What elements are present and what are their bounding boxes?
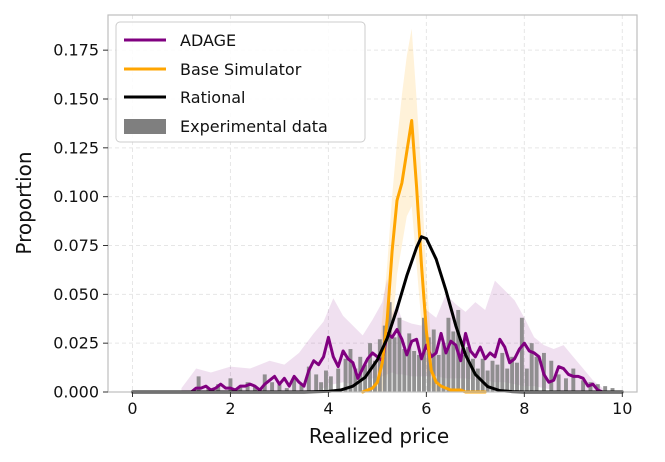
y-tick-label-3: 0.075 xyxy=(53,236,99,255)
adage-line xyxy=(179,327,605,394)
experimental-bar-37 xyxy=(431,329,436,392)
experimental-bar-15 xyxy=(319,382,324,392)
legend-label-base-simulator: Base Simulator xyxy=(180,60,302,79)
experimental-bar-45 xyxy=(470,358,475,392)
experimental-bar-6 xyxy=(252,386,257,392)
experimental-bar-61 xyxy=(556,374,561,392)
y-tick-label-6: 0.150 xyxy=(53,89,99,108)
experimental-bar-14 xyxy=(314,374,319,392)
experimental-bar-54 xyxy=(515,362,519,392)
experimental-bar-36 xyxy=(426,337,431,392)
experimental-bar-16 xyxy=(324,370,328,392)
experimental-bar-67 xyxy=(603,386,608,392)
experimental-bar-34 xyxy=(417,354,421,392)
experimental-bar-43 xyxy=(461,354,466,392)
experimental-bar-38 xyxy=(436,354,441,392)
experimental-bar-60 xyxy=(549,360,554,392)
plot-frame xyxy=(107,14,638,393)
experimental-bar-58 xyxy=(534,356,539,392)
experimental-bar-30 xyxy=(397,317,402,392)
y-axis-title: Proportion xyxy=(12,151,36,254)
experimental-bar-39 xyxy=(441,343,446,392)
experimental-bar-55 xyxy=(519,317,524,392)
experimental-bar-64 xyxy=(581,380,586,392)
experimental-bar-63 xyxy=(571,368,576,392)
experimental-bar-44 xyxy=(466,347,470,392)
experimental-bar-53 xyxy=(510,356,515,392)
x-tick-label-0: 0 xyxy=(127,399,137,418)
experimental-bar-52 xyxy=(505,368,510,392)
experimental-bar-29 xyxy=(392,337,397,392)
y-tick-label-4: 0.100 xyxy=(53,187,99,206)
legend-label-experimental-data: Experimental data xyxy=(180,117,328,136)
experimental-bar-2 xyxy=(216,384,221,392)
experimental-bar-9 xyxy=(277,384,282,392)
x-tick-label-5: 10 xyxy=(612,399,632,418)
legend-label-adage: ADAGE xyxy=(180,31,236,50)
experimental-bar-24 xyxy=(368,343,373,392)
x-axis-title: Realized price xyxy=(309,424,449,448)
y-tick-label-2: 0.050 xyxy=(53,285,99,304)
experimental-bar-65 xyxy=(588,382,593,392)
y-tick-label-1: 0.025 xyxy=(53,334,99,353)
experimental-bar-12 xyxy=(299,384,304,392)
experimental-bar-21 xyxy=(353,368,358,392)
experimental-data-bars xyxy=(196,302,615,392)
experimental-bar-33 xyxy=(412,350,417,392)
experimental-bar-46 xyxy=(475,368,480,392)
experimental-bar-19 xyxy=(343,358,348,392)
experimental-bar-1 xyxy=(206,388,211,392)
x-axis-ticks: 0 2 4 6 8 10 xyxy=(127,392,632,418)
experimental-bar-28 xyxy=(387,302,392,392)
legend-swatch-experimental-data xyxy=(124,119,166,134)
experimental-bar-48 xyxy=(485,370,490,392)
experimental-bar-18 xyxy=(336,368,341,392)
experimental-bar-31 xyxy=(402,349,407,392)
experimental-bar-62 xyxy=(564,378,568,392)
experimental-bar-41 xyxy=(451,331,456,392)
experimental-bar-20 xyxy=(348,349,353,392)
experimental-bar-51 xyxy=(500,352,505,392)
experimental-bar-40 xyxy=(446,317,451,392)
experimental-bar-26 xyxy=(377,339,382,392)
y-tick-label-7: 0.175 xyxy=(53,41,99,60)
legend: ADAGE Base Simulator Rational Experiment… xyxy=(115,21,366,143)
experimental-bar-0 xyxy=(196,376,201,392)
x-tick-label-1: 2 xyxy=(225,399,235,418)
experimental-bar-56 xyxy=(524,368,529,392)
experimental-bar-3 xyxy=(228,378,233,392)
experimental-bar-47 xyxy=(480,358,485,392)
experimental-bar-57 xyxy=(529,343,534,392)
legend-box xyxy=(115,21,366,143)
x-tick-label-3: 6 xyxy=(421,399,431,418)
experimental-bar-25 xyxy=(372,360,377,392)
y-tick-label-5: 0.125 xyxy=(53,138,99,157)
experimental-bar-49 xyxy=(490,360,495,392)
experimental-bar-5 xyxy=(245,382,250,392)
legend-label-rational: Rational xyxy=(180,88,245,107)
y-axis-ticks: 0.000 0.025 0.050 0.075 0.100 0.125 0.150 0.175 xyxy=(53,41,108,402)
experimental-bar-10 xyxy=(284,388,289,392)
experimental-bar-13 xyxy=(306,366,311,392)
experimental-bar-50 xyxy=(495,364,500,392)
experimental-bar-68 xyxy=(610,388,615,392)
experimental-bar-11 xyxy=(292,378,297,392)
experimental-bar-17 xyxy=(328,376,333,392)
x-tick-label-2: 4 xyxy=(323,399,333,418)
y-tick-label-0: 0.000 xyxy=(53,383,99,402)
experimental-bar-32 xyxy=(407,333,412,392)
x-tick-label-4: 8 xyxy=(519,399,529,418)
experimental-bar-27 xyxy=(382,325,387,392)
experimental-bar-8 xyxy=(270,382,275,392)
experimental-bar-4 xyxy=(238,386,243,392)
